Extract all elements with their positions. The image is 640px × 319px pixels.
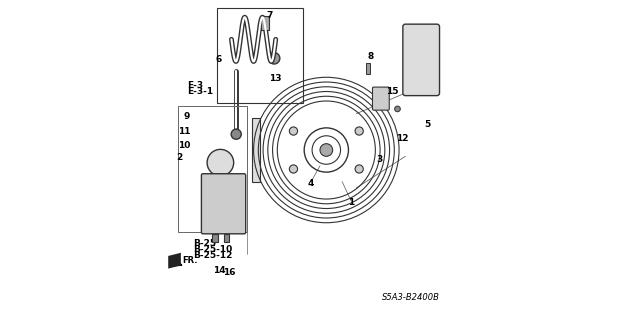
- Bar: [217, 8, 303, 103]
- Text: 4: 4: [308, 179, 314, 188]
- Circle shape: [377, 94, 385, 102]
- Text: E-3: E-3: [187, 81, 204, 90]
- Circle shape: [355, 127, 364, 135]
- Text: 7: 7: [266, 11, 273, 20]
- Text: FR.: FR.: [182, 256, 198, 265]
- Circle shape: [289, 127, 298, 135]
- Text: 16: 16: [223, 268, 236, 277]
- Text: 5: 5: [424, 120, 431, 129]
- Text: 12: 12: [396, 134, 408, 144]
- Bar: [262, 16, 269, 30]
- Text: E-3-1: E-3-1: [187, 87, 213, 96]
- FancyBboxPatch shape: [202, 174, 246, 234]
- Text: 1: 1: [348, 198, 354, 207]
- Text: B-25-12: B-25-12: [193, 251, 233, 260]
- Circle shape: [210, 171, 234, 195]
- Circle shape: [355, 165, 364, 173]
- Text: 6: 6: [216, 56, 222, 64]
- Text: 15: 15: [385, 87, 398, 96]
- Bar: [212, 234, 218, 242]
- Bar: [252, 118, 260, 182]
- Bar: [366, 63, 370, 74]
- Circle shape: [223, 174, 240, 192]
- Text: B-25: B-25: [193, 239, 216, 248]
- Circle shape: [431, 28, 438, 34]
- Text: 3: 3: [376, 155, 383, 164]
- Circle shape: [289, 165, 298, 173]
- Circle shape: [431, 84, 438, 90]
- Text: 9: 9: [184, 112, 189, 121]
- Circle shape: [231, 129, 241, 139]
- Text: 10: 10: [179, 141, 191, 150]
- Text: 11: 11: [179, 127, 191, 136]
- FancyBboxPatch shape: [372, 87, 389, 110]
- Text: B-25-10: B-25-10: [193, 245, 233, 254]
- Bar: [223, 234, 229, 242]
- FancyBboxPatch shape: [403, 24, 440, 96]
- Text: 13: 13: [269, 74, 282, 83]
- Circle shape: [320, 144, 333, 156]
- Text: S5A3-B2400B: S5A3-B2400B: [382, 293, 440, 301]
- Text: 8: 8: [367, 52, 374, 61]
- Text: 2: 2: [176, 153, 182, 162]
- Text: 14: 14: [214, 266, 226, 275]
- Bar: [178, 106, 247, 232]
- Circle shape: [404, 84, 411, 90]
- Circle shape: [268, 53, 280, 64]
- Circle shape: [207, 149, 234, 176]
- Circle shape: [404, 28, 411, 34]
- Circle shape: [395, 106, 401, 112]
- Polygon shape: [168, 253, 181, 269]
